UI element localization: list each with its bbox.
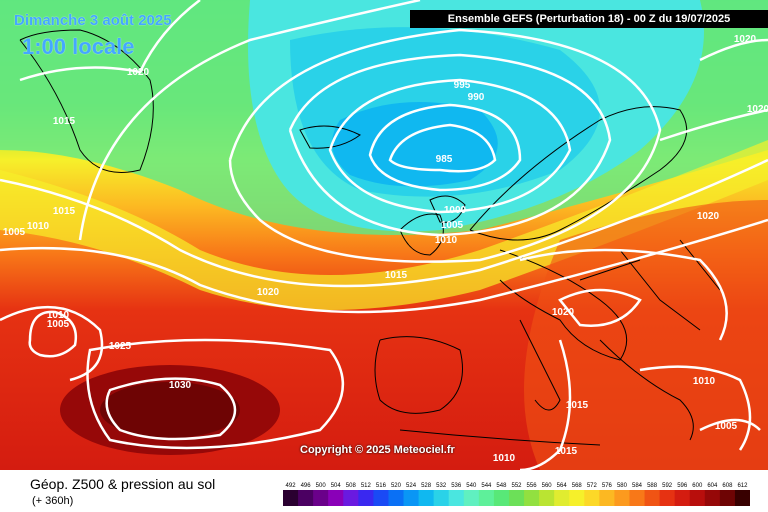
pressure-geopotential-map: 1020102010151015100510109959909851000100…: [0, 0, 768, 470]
scale-swatch: [584, 490, 600, 506]
forecast-local-time: 1:00 locale: [22, 34, 135, 59]
scale-swatch: [719, 490, 736, 506]
scale-swatch: [644, 490, 661, 506]
scale-tick-label: 560: [542, 483, 553, 489]
scale-tick-label: 552: [511, 483, 522, 489]
isobar-label: 1005: [441, 220, 464, 231]
scale-swatch: [554, 490, 570, 506]
forecast-lead-time: (+ 360h): [32, 495, 74, 507]
scale-tick-label: 540: [466, 483, 477, 489]
scale-swatch: [508, 490, 525, 506]
isobar-label: 1020: [127, 67, 150, 78]
scale-swatch: [418, 490, 435, 506]
scale-swatch: [448, 490, 465, 506]
isobar-label: 1015: [385, 270, 408, 281]
isobar-label: 1020: [734, 34, 757, 45]
scale-swatch: [734, 490, 750, 506]
scale-tick-label: 544: [481, 483, 492, 489]
scale-tick-label: 600: [692, 483, 703, 489]
isobar-label: 1015: [53, 116, 76, 127]
scale-swatch: [674, 490, 691, 506]
scale-swatch: [689, 490, 706, 506]
scale-swatch: [478, 490, 495, 506]
scale-swatch: [463, 490, 480, 506]
scale-tick-label: 496: [301, 483, 312, 489]
scale-tick-label: 604: [707, 483, 718, 489]
scale-swatch: [343, 490, 359, 506]
scale-swatch: [599, 490, 615, 506]
scale-tick-label: 504: [331, 483, 342, 489]
scale-tick-label: 492: [286, 483, 297, 489]
model-run-header: Ensemble GEFS (Perturbation 18) - 00 Z d…: [410, 10, 768, 28]
map-footer: Géop. Z500 & pression au sol (+ 360h) 49…: [0, 470, 768, 512]
scale-swatch: [373, 490, 389, 506]
forecast-date: Dimanche 3 août 2025: [14, 12, 172, 29]
isobar-label: 1005: [3, 227, 26, 238]
scale-swatch: [614, 490, 630, 506]
scale-tick-label: 532: [436, 483, 447, 489]
scale-swatch: [298, 490, 314, 506]
scale-tick-label: 512: [361, 483, 372, 489]
scale-tick-label: 576: [602, 483, 613, 489]
scale-tick-label: 516: [376, 483, 387, 489]
isobar-label: 1005: [715, 421, 738, 432]
isobar-label: 1010: [435, 235, 458, 246]
scale-tick-label: 564: [557, 483, 568, 489]
isobar-label: 1020: [257, 287, 280, 298]
isobar-label: 1020: [747, 104, 768, 115]
isobar-label: 1015: [566, 400, 589, 411]
isobar-label: 1000: [444, 205, 467, 216]
scale-swatch: [629, 490, 646, 506]
scale-tick-label: 508: [346, 483, 357, 489]
isobar-label: 1020: [552, 307, 575, 318]
scale-swatch: [524, 490, 540, 506]
scale-swatch: [283, 490, 299, 506]
scale-tick-label: 592: [662, 483, 673, 489]
scale-tick-label: 528: [421, 483, 432, 489]
scale-swatch: [539, 490, 555, 506]
isobar-label: 1020: [697, 211, 720, 222]
copyright-notice: Copyright © 2025 Meteociel.fr: [300, 444, 455, 456]
isobar-label: 1015: [555, 446, 578, 457]
scale-tick-label: 548: [496, 483, 507, 489]
scale-swatch: [358, 490, 374, 506]
scale-swatch: [659, 490, 676, 506]
scale-swatch: [403, 490, 420, 506]
isobar-label: 1005: [47, 319, 70, 330]
isobar-label: 1015: [53, 206, 76, 217]
scale-swatch: [328, 490, 344, 506]
scale-tick-label: 556: [527, 483, 538, 489]
map-title: Géop. Z500 & pression au sol: [30, 476, 216, 492]
scale-tick-label: 524: [406, 483, 417, 489]
scale-tick-label: 520: [391, 483, 402, 489]
isobar-label: 1025: [109, 341, 132, 352]
isobar-label: 1010: [27, 221, 50, 232]
geopotential-color-scale: 492 496 500 504 508 512 516 520 524 528 532 536 540 5…: [283, 483, 750, 506]
scale-swatch: [704, 490, 721, 506]
isobar-label: 1030: [169, 380, 192, 391]
scale-tick-label: 500: [316, 483, 327, 489]
scale-tick-label: 608: [722, 483, 733, 489]
scale-tick-label: 584: [632, 483, 643, 489]
scale-tick-label: 568: [572, 483, 583, 489]
isobar-label: 1010: [47, 310, 70, 321]
scale-tick-label: 588: [647, 483, 658, 489]
scale-swatch: [433, 490, 450, 506]
scale-tick-label: 580: [617, 483, 628, 489]
isobar-label: 1010: [493, 453, 516, 464]
scale-swatch: [313, 490, 329, 506]
isobar-label: 995: [454, 80, 471, 91]
isobar-label: 990: [468, 92, 485, 103]
scale-tick-label: 612: [737, 483, 748, 489]
isobar-label: 985: [436, 154, 453, 165]
scale-tick-label: 572: [587, 483, 598, 489]
scale-tick-label: 596: [677, 483, 688, 489]
scale-swatch: [493, 490, 510, 506]
scale-tick-label: 536: [451, 483, 462, 489]
scale-swatch: [569, 490, 585, 506]
scale-swatch: [388, 490, 405, 506]
isobar-label: 1010: [693, 376, 716, 387]
